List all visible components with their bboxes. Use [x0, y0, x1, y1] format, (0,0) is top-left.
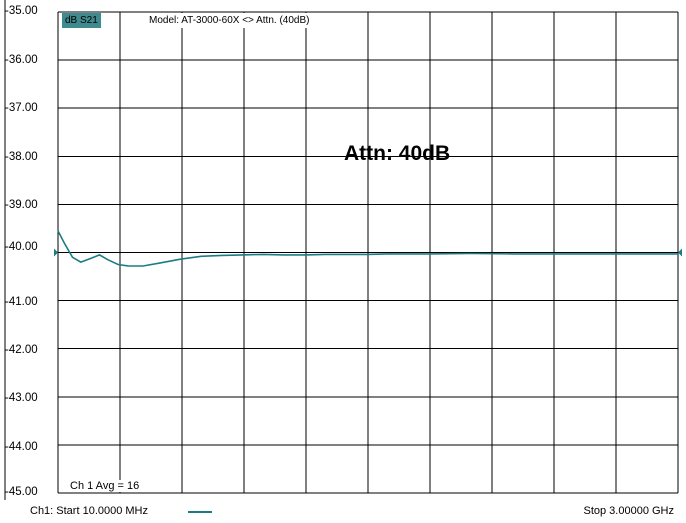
- channel-footer: Ch1: Start 10.0000 MHz Stop 3.00000 GHz: [0, 500, 686, 523]
- grid: [57, 11, 679, 494]
- attenuation-annotation: Attn: 40dB: [344, 142, 451, 165]
- reference-markers: [54, 248, 682, 257]
- left-reference-marker: [54, 248, 58, 257]
- stop-frequency-label: Stop 3.00000 GHz: [583, 505, 674, 517]
- average-label: Ch 1 Avg = 16: [68, 480, 142, 492]
- y-tick-label: -39.00: [5, 199, 38, 211]
- y-tick-label: -44.00: [5, 441, 38, 453]
- y-tick-label: -43.00: [5, 392, 38, 404]
- right-reference-marker: [678, 248, 682, 257]
- y-tick-label: -41.00: [5, 296, 38, 308]
- y-tick-label: -45.00: [5, 486, 38, 498]
- start-frequency-label: Ch1: Start 10.0000 MHz: [30, 505, 149, 517]
- trace-legend-swatch: [188, 511, 212, 513]
- y-tick-label: -40.00: [5, 241, 38, 253]
- y-tick-label: -38.00: [5, 151, 38, 163]
- y-tick-label: -42.00: [5, 344, 38, 356]
- trace-line: [57, 230, 678, 267]
- chart-title: Model: AT-3000-60X <> Attn. (40dB): [147, 13, 312, 28]
- y-tick-label: -37.00: [5, 102, 38, 114]
- trace-format-label[interactable]: dB S21: [62, 13, 101, 28]
- y-tick-label: -36.00: [5, 54, 38, 66]
- y-tick-label: -35.00: [5, 5, 38, 17]
